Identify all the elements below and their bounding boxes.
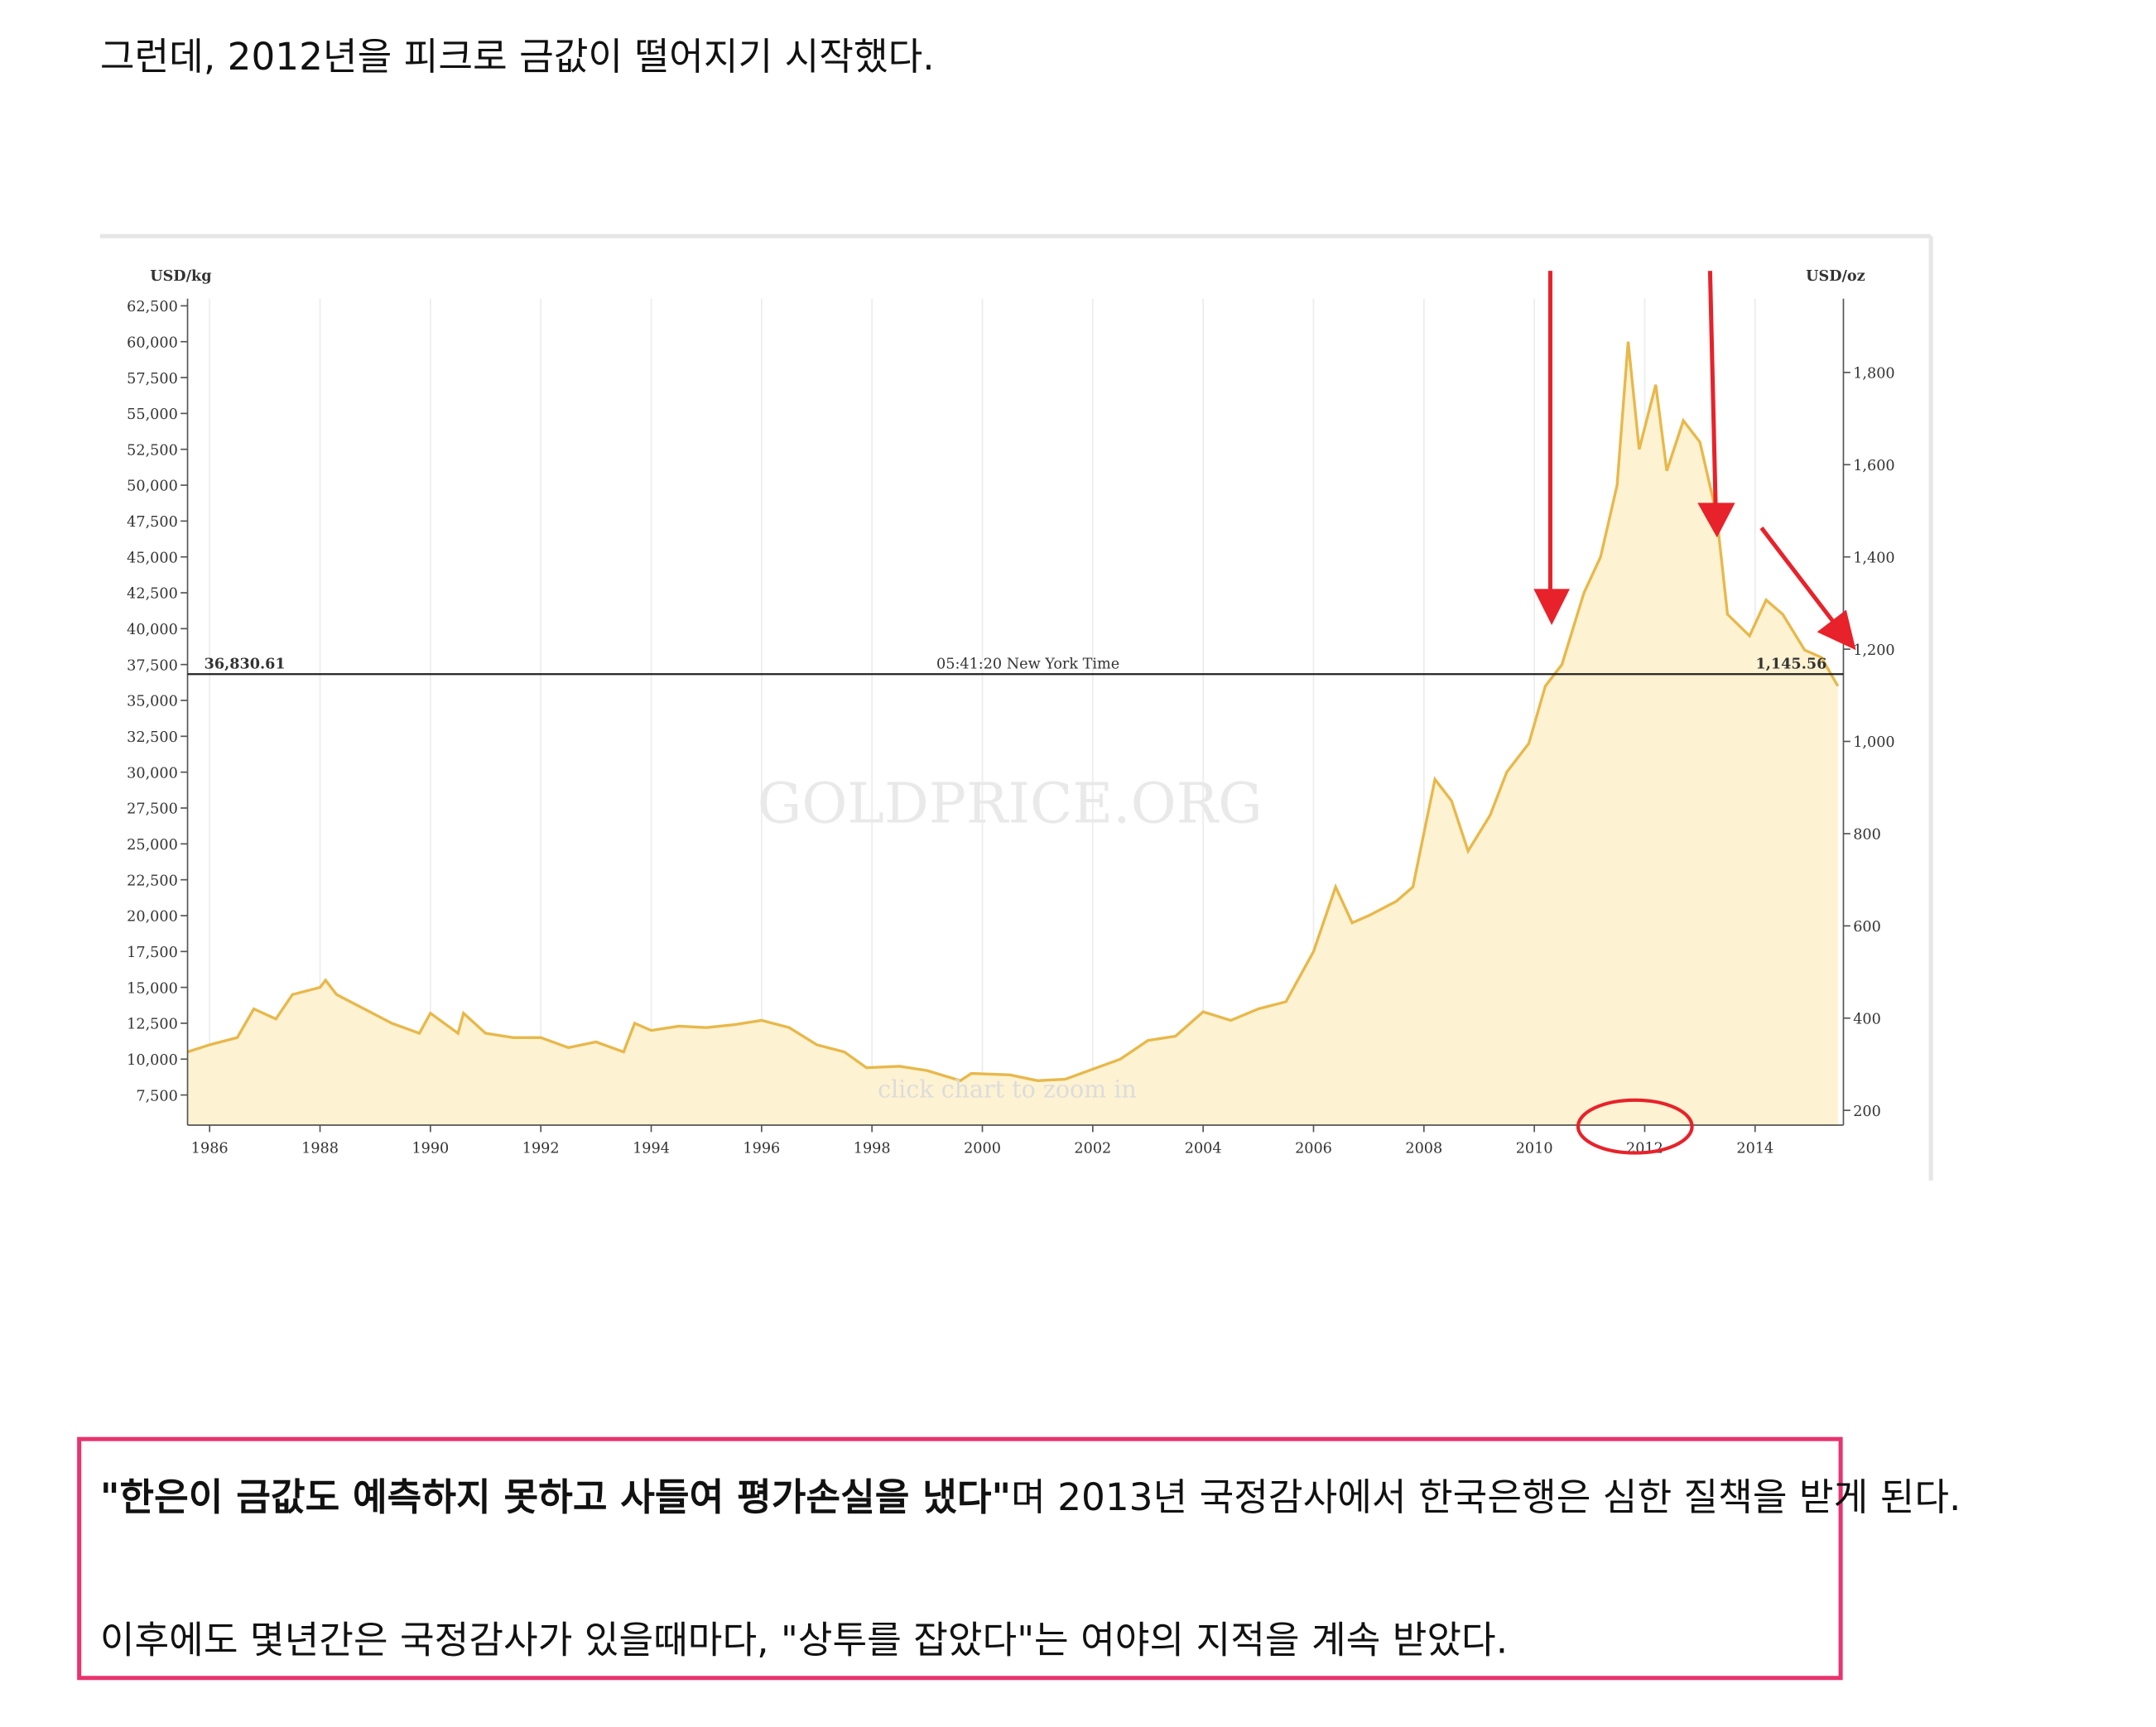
reference-label: 36,830.61 — [205, 656, 286, 673]
y-tick-label: 45,000 — [127, 550, 178, 566]
y-tick-label: 42,500 — [127, 586, 178, 603]
intro-text: 그런데, 2012년을 피크로 금값이 떨어지기 시작했다. — [100, 35, 935, 79]
x-tick-label: 1990 — [411, 1141, 449, 1157]
y2-tick-label: 600 — [1853, 919, 1881, 936]
x-tick-label: 1988 — [301, 1141, 339, 1157]
x-tick-label: 1992 — [522, 1141, 560, 1157]
arrow — [1707, 271, 1718, 506]
y-tick-label: 62,500 — [127, 299, 178, 315]
y2-tick-label: 1,600 — [1853, 458, 1894, 474]
y-tick-label: 35,000 — [127, 694, 178, 710]
y2-tick-label: 1,000 — [1853, 734, 1894, 751]
circle-highlight — [1576, 1098, 1694, 1155]
y-tick-label: 10,000 — [127, 1052, 178, 1069]
arrow — [1759, 527, 1836, 624]
y-axis-label: USD/kg — [150, 267, 211, 285]
x-tick-label: 1986 — [191, 1141, 229, 1157]
quote-text: "한은이 금값도 예측하지 못하고 사들여 평가손실을 냈다"며 2013년 국… — [100, 1475, 1961, 1519]
y-tick-label: 32,500 — [127, 729, 178, 746]
y-tick-label: 17,500 — [127, 945, 178, 961]
area-fill — [187, 341, 1838, 1126]
x-tick-label: 2002 — [1074, 1141, 1111, 1157]
x-tick-label: 1996 — [743, 1141, 780, 1157]
hint: click chart to zoom in — [878, 1075, 1137, 1103]
y-tick-label: 30,000 — [127, 765, 178, 782]
x-tick-label: 2006 — [1295, 1141, 1332, 1157]
highlight-box — [77, 1436, 1843, 1681]
y-tick-label: 50,000 — [127, 479, 178, 495]
y-tick-label: 25,000 — [127, 837, 178, 854]
followup-text: 이후에도 몇년간은 국정감사가 있을때마다, "상투를 잡았다"는 여야의 지적… — [100, 1619, 1508, 1662]
arrow-head — [1533, 589, 1570, 626]
y-tick-label: 57,500 — [127, 371, 178, 387]
x-tick-label: 2014 — [1736, 1141, 1773, 1157]
x-tick-label: 1994 — [633, 1141, 670, 1157]
y-tick-label: 20,000 — [127, 909, 178, 926]
y2-tick-label: 1,400 — [1853, 550, 1894, 566]
y-tick-label: 40,000 — [127, 622, 178, 638]
y-tick-label: 27,500 — [127, 801, 178, 818]
arrow-head — [1697, 503, 1735, 538]
y-tick-label: 52,500 — [127, 442, 178, 459]
time-label: 05:41:20 New York Time — [936, 657, 1119, 673]
y-tick-label: 55,000 — [127, 406, 178, 423]
x-tick-label: 2004 — [1185, 1141, 1222, 1157]
watermark: GOLDPRICE.ORG — [758, 771, 1263, 835]
quote-rest: 며 2013년 국정감사에서 한국은행은 심한 질책을 받게 된다. — [1011, 1475, 1961, 1519]
chart: 1986 1988 1990 1992 1994 1996 1998 2000 2002 2004… — [127, 267, 1894, 1157]
y-tick-label: 47,500 — [127, 514, 178, 531]
x-tick-label: 1998 — [854, 1141, 891, 1157]
y2-tick-label: 200 — [1853, 1104, 1881, 1120]
y2-tick-label: 400 — [1853, 1011, 1881, 1027]
x-tick-label: 2008 — [1405, 1141, 1442, 1157]
y-tick-label: 60,000 — [127, 334, 178, 351]
arrow-head — [1817, 609, 1856, 651]
y2-tick-label: 800 — [1853, 827, 1881, 844]
y2-tick-label: 1,800 — [1853, 366, 1894, 382]
x-tick-label: 2010 — [1516, 1141, 1553, 1157]
quote-bold: "한은이 금값도 예측하지 못하고 사들여 평가손실을 냈다" — [100, 1475, 1011, 1519]
reference-label: 1,145.56 — [1756, 656, 1827, 673]
y-tick-label: 15,000 — [127, 980, 178, 997]
y-tick-label: 37,500 — [127, 657, 178, 674]
y2-tick-label: 1,200 — [1853, 642, 1894, 659]
y-tick-label: 12,500 — [127, 1017, 178, 1033]
y2-axis-label: USD/oz — [1806, 267, 1865, 285]
y-tick-label: 22,500 — [127, 873, 178, 889]
x-tick-label: 2000 — [964, 1141, 1001, 1157]
price-line — [187, 341, 1840, 1083]
annotation-arrows — [1533, 271, 1856, 1155]
y-tick-label: 7,500 — [136, 1088, 177, 1104]
